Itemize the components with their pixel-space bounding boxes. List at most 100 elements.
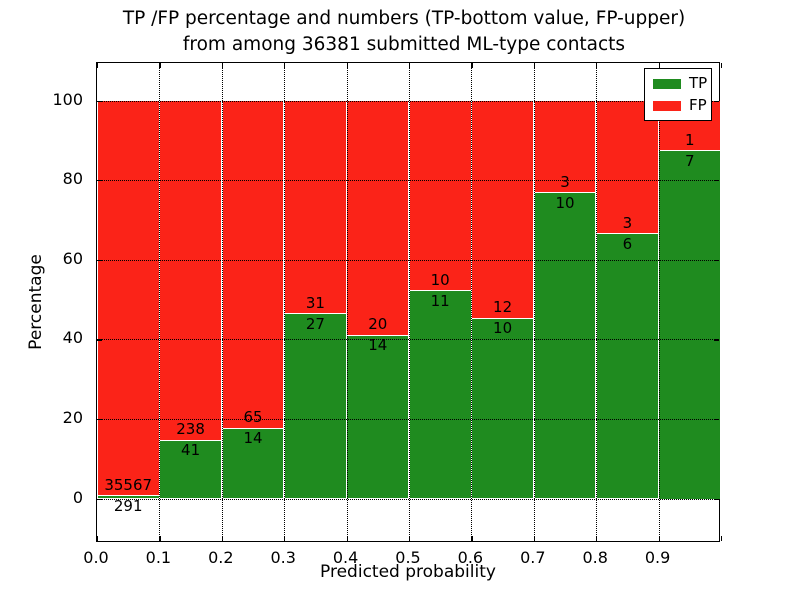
legend-entry-fp: FP <box>653 96 707 114</box>
tp-count-label: 14 <box>243 429 263 448</box>
x-axis-label: Predicted probability <box>320 562 496 582</box>
chart-title: TP /FP percentage and numbers (TP-bottom… <box>8 6 800 58</box>
tp-count-label: 27 <box>305 314 325 333</box>
x-tick-label: 0.2 <box>208 548 234 567</box>
y-tick-label: 80 <box>62 169 83 189</box>
legend: TP FP <box>644 68 712 121</box>
fp-count-label: 12 <box>493 298 513 317</box>
tp-count-label: 41 <box>181 441 201 460</box>
tp-bar-segment <box>597 233 658 499</box>
y-tick-labels: 0 20 40 60 80 100 <box>0 62 90 542</box>
x-tick-label: 0.7 <box>520 548 546 567</box>
x-tick-mark <box>596 63 598 68</box>
y-tick-label: 100 <box>52 89 83 109</box>
y-tick-mark <box>714 180 719 182</box>
x-tick-mark <box>409 536 411 541</box>
horizontal-gridline <box>97 418 719 420</box>
vertical-gridline <box>159 63 161 541</box>
fp-count-label: 20 <box>368 315 388 334</box>
vertical-gridline <box>533 63 535 541</box>
x-tick-mark <box>658 63 660 68</box>
x-tick-mark <box>284 536 286 541</box>
vertical-gridline <box>596 63 598 541</box>
tp-bar-segment <box>347 334 409 499</box>
fp-bar-segment <box>285 100 346 314</box>
x-tick-mark <box>471 536 473 541</box>
x-tick-mark <box>721 536 723 541</box>
y-tick-mark <box>714 339 719 341</box>
chart-title-line2: from among 36381 submitted ML-type conta… <box>182 34 626 55</box>
x-tick-label: 0.0 <box>83 548 109 567</box>
tp-count-label: 7 <box>685 151 695 170</box>
fp-bar-segment <box>534 100 596 193</box>
tp-bar-segment <box>222 427 284 499</box>
horizontal-gridline <box>97 100 719 102</box>
tp-bar-segment <box>160 439 221 499</box>
tp-bar-segment <box>472 317 533 499</box>
x-tick-labels: 0.0 0.1 0.2 0.3 0.4 0.5 0.6 0.7 0.8 0.9 <box>83 548 720 570</box>
fp-count-label: 35567 <box>104 475 153 494</box>
y-tick-mark <box>714 259 719 261</box>
x-tick-mark <box>346 536 348 541</box>
x-tick-label: 0.6 <box>457 548 484 567</box>
fp-count-label: 238 <box>176 420 205 439</box>
fp-bar-segment <box>597 100 658 234</box>
tp-count-label: 291 <box>113 496 143 515</box>
x-tick-mark <box>409 63 411 68</box>
fp-count-label: 31 <box>305 293 325 312</box>
fp-bar-segment <box>472 100 533 318</box>
fp-bar-segment <box>222 100 284 428</box>
y-tick-label: 0 <box>72 487 83 507</box>
y-tick-mark <box>97 100 102 102</box>
tp-bar-segment <box>534 192 596 499</box>
x-tick-mark <box>284 63 286 68</box>
tp-count-label: 14 <box>368 336 388 355</box>
tp-bar-segment <box>97 495 159 499</box>
tp-count-label: 11 <box>430 291 450 310</box>
legend-label-tp: TP <box>689 74 708 92</box>
x-tick-mark <box>97 63 99 68</box>
y-tick-label: 40 <box>62 328 83 348</box>
y-tick-mark <box>714 418 719 421</box>
tp-count-label: 10 <box>555 193 575 212</box>
x-tick-label: 0.9 <box>644 548 671 567</box>
y-tick-label: 60 <box>62 248 83 268</box>
x-tick-mark <box>533 63 536 68</box>
y-tick-label: 20 <box>62 407 83 427</box>
vertical-gridline <box>221 63 223 541</box>
plot-area: TP FP 35567 291 238 41 65 14 31 27 20 14 10 11 12 10 3… <box>96 62 723 542</box>
fp-swatch-icon <box>653 100 681 111</box>
y-tick-mark <box>714 100 719 102</box>
y-tick-mark <box>97 259 102 261</box>
y-tick-mark <box>97 339 102 341</box>
x-tick-label: 0.8 <box>582 548 608 567</box>
legend-label-fp: FP <box>689 96 707 114</box>
fp-bar-segment <box>409 100 471 291</box>
x-tick-mark <box>471 63 473 68</box>
x-tick-mark <box>221 536 224 541</box>
vertical-gridline <box>658 63 660 541</box>
horizontal-gridline <box>97 180 719 182</box>
tp-bar-segment <box>659 150 721 499</box>
tp-bar-segment <box>285 313 346 499</box>
y-tick-mark <box>714 498 719 500</box>
vertical-gridline <box>409 63 410 541</box>
vertical-gridline <box>471 63 473 541</box>
x-tick-mark <box>721 63 723 68</box>
x-tick-label: 0.3 <box>270 548 296 567</box>
vertical-gridline <box>284 63 286 541</box>
fp-count-label: 3 <box>622 213 633 232</box>
y-tick-mark <box>97 180 102 182</box>
fp-bar-segment <box>160 100 221 440</box>
x-tick-label: 0.5 <box>395 548 421 567</box>
x-tick-mark <box>97 536 99 541</box>
horizontal-gridline <box>97 259 719 261</box>
tp-bar-segment <box>409 290 471 499</box>
fp-count-label: 1 <box>685 130 695 149</box>
x-tick-mark <box>346 63 348 68</box>
tp-count-label: 6 <box>622 234 633 253</box>
fp-bar-segment <box>347 100 409 335</box>
tp-swatch-icon <box>653 78 681 89</box>
fp-count-label: 10 <box>430 270 450 289</box>
